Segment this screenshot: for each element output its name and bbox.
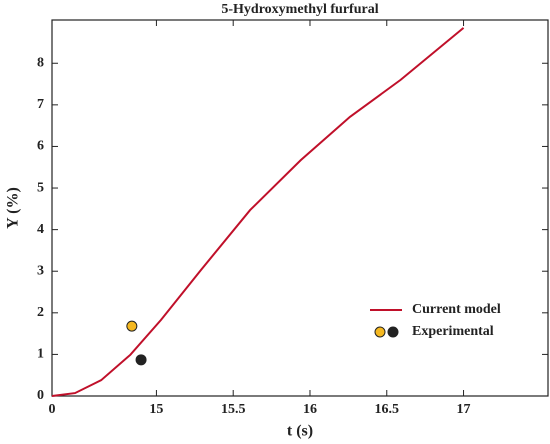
y-tick-label: 0 [37, 388, 44, 403]
legend-swatch [374, 326, 386, 338]
y-tick-label: 4 [37, 222, 44, 237]
legend-swatch [387, 326, 399, 338]
y-tick-label: 5 [37, 180, 44, 195]
x-tick-label: 16 [303, 402, 317, 417]
y-tick-label: 2 [37, 305, 44, 320]
legend-label: Experimental [412, 324, 494, 339]
y-tick-label: 8 [37, 55, 44, 70]
data-point [135, 354, 147, 366]
x-origin-label: 0 [49, 402, 56, 417]
y-tick-label: 3 [37, 263, 44, 278]
x-axis-label: t (s) [287, 423, 313, 440]
legend-label: Current model [412, 302, 501, 317]
data-point [126, 320, 138, 332]
x-tick-label: 17 [457, 402, 471, 417]
chart-title: 5-Hydroxymethyl furfural [221, 2, 378, 17]
x-tick-label: 15.5 [221, 402, 246, 417]
x-tick-label: 16.5 [375, 402, 400, 417]
plot-frame [51, 19, 549, 397]
y-tick-label: 6 [37, 139, 44, 154]
model-line [51, 27, 465, 397]
x-tick-label: 15 [149, 402, 163, 417]
y-tick-label: 1 [37, 347, 44, 362]
y-tick-label: 7 [37, 97, 44, 112]
y-axis-label: Y (%) [5, 187, 22, 229]
